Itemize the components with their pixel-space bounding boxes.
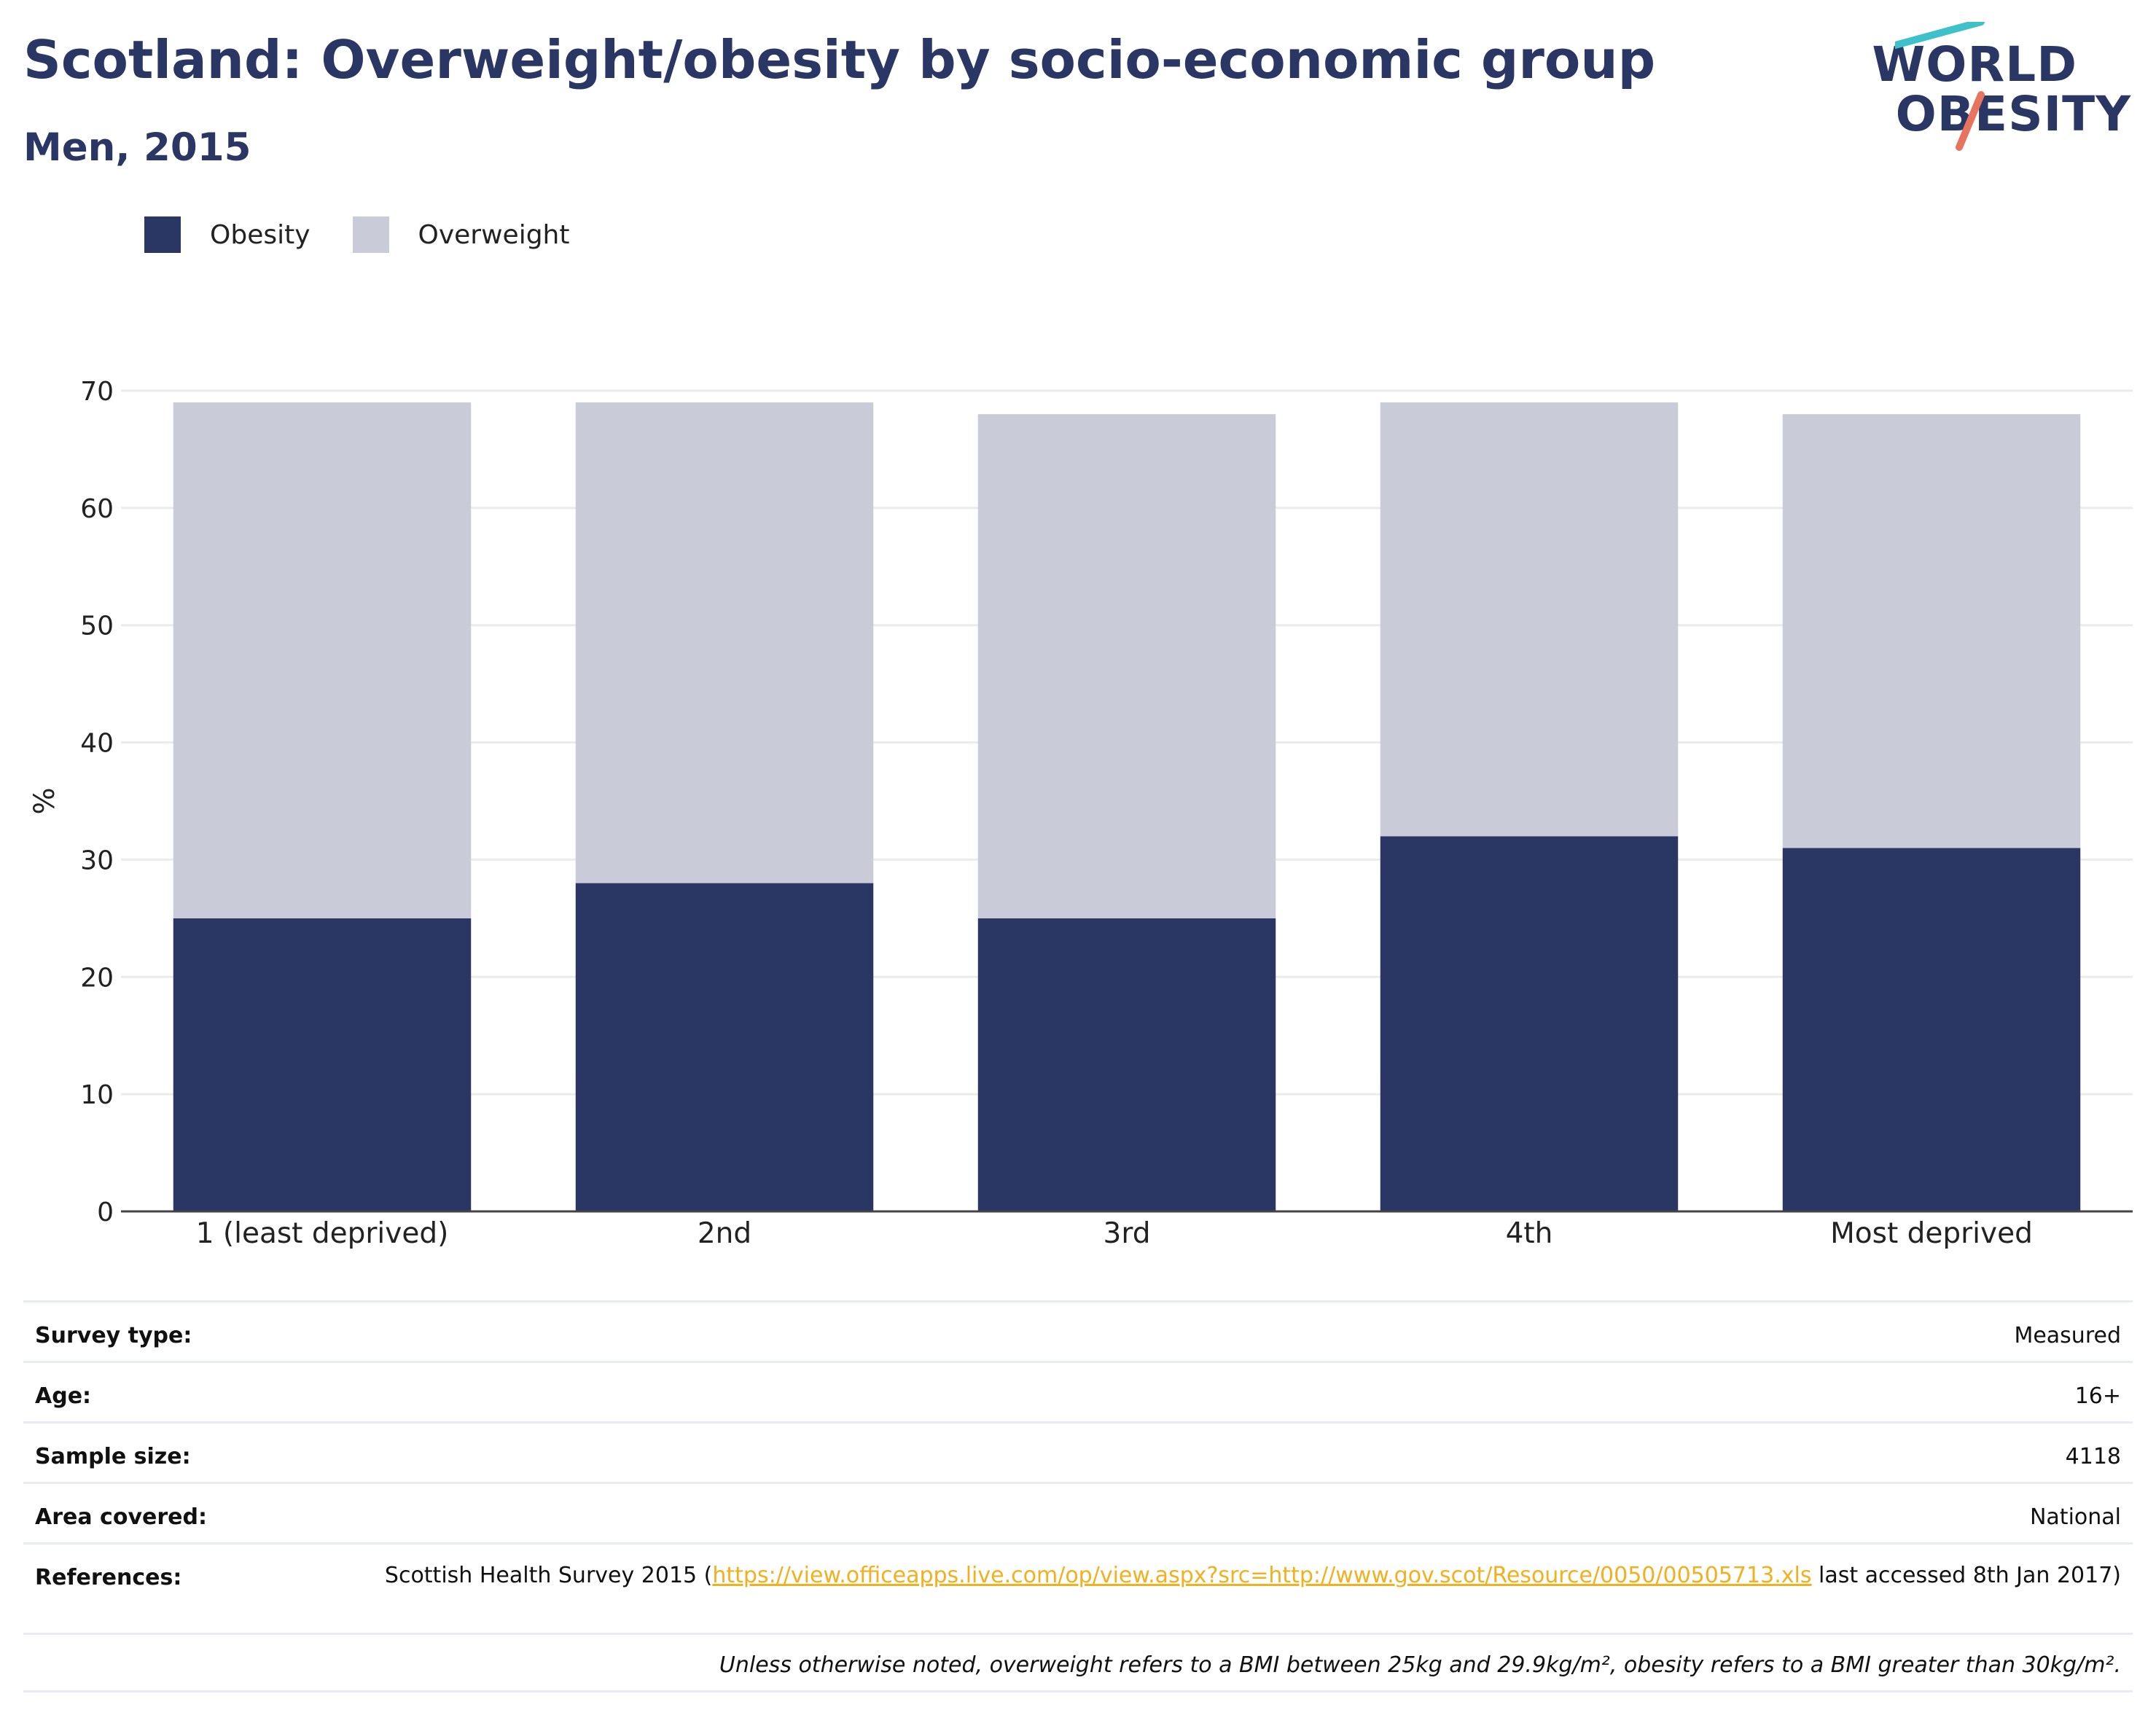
details-row-note: Unless otherwise noted, overweight refer…: [23, 1633, 2133, 1692]
age-value: 16+: [2074, 1383, 2121, 1409]
bar-obesity-4: [1380, 836, 1679, 1211]
bar-overweight-4: [1380, 402, 1679, 837]
world-obesity-logo: WORLD OBESITY: [1872, 22, 2143, 153]
y-tick-label: 20: [80, 963, 114, 993]
logo-slash-icon: [1895, 22, 1985, 151]
y-tick-label: 70: [80, 377, 114, 407]
chart-subtitle: Men, 2015: [23, 125, 251, 170]
logo-line2: OBESITY: [1895, 86, 2131, 142]
bmi-definition-note: Unless otherwise noted, overweight refer…: [719, 1652, 2121, 1678]
area-covered-label: Area covered:: [35, 1504, 207, 1530]
details-row-sample-size: Sample size: 4118: [23, 1421, 2133, 1482]
legend-label-obesity: Obesity: [210, 219, 310, 250]
y-tick-label: 30: [80, 845, 114, 875]
x-category-label: 1 (least deprived): [196, 1217, 449, 1250]
details-row-area-covered: Area covered: National: [23, 1482, 2133, 1542]
details-row-age: Age: 16+: [23, 1361, 2133, 1421]
legend-swatch-obesity: [144, 216, 181, 253]
x-category-label: 3rd: [1104, 1217, 1151, 1250]
sample-size-value: 4118: [2065, 1444, 2121, 1469]
bar-obesity-5: [1782, 848, 2081, 1211]
legend-item-overweight[interactable]: Overweight: [352, 216, 570, 253]
area-covered-value: National: [2029, 1504, 2121, 1530]
references-link[interactable]: https://view.officeapps.live.com/op/view…: [712, 1563, 1812, 1588]
details-row-survey-type: Survey type: Measured: [23, 1300, 2133, 1361]
bar-overweight-2: [575, 402, 874, 883]
references-label: References:: [35, 1565, 182, 1590]
references-suffix: last accessed 8th Jan 2017): [1811, 1563, 2121, 1588]
legend-swatch-overweight: [352, 216, 389, 253]
survey-type-label: Survey type:: [35, 1323, 192, 1348]
stacked-bar-chart: 0 10 20 30 40 50 60 70% 1 (least deprived) 2nd 3rd…: [28, 377, 2133, 1250]
chart-legend: Obesity Overweight: [144, 216, 612, 254]
y-tick-label: 60: [80, 494, 114, 524]
references-value: Scottish Health Survey 2015 (https://vie…: [372, 1561, 2121, 1591]
survey-details-table: Survey type: Measured Age: 16+ Sample si…: [23, 1300, 2133, 1692]
x-category-label: Most deprived: [1830, 1217, 2033, 1250]
details-row-references: References: Scottish Health Survey 2015 …: [23, 1542, 2133, 1633]
x-category-label: 2nd: [698, 1217, 751, 1250]
chart-title: Scotland: Overweight/obesity by socio-ec…: [23, 29, 1656, 90]
legend-label-overweight: Overweight: [418, 219, 570, 250]
y-tick-label: 10: [80, 1080, 114, 1110]
legend-item-obesity[interactable]: Obesity: [144, 216, 310, 253]
y-axis-title: %: [28, 787, 61, 814]
y-tick-label: 40: [80, 729, 114, 759]
bar-overweight-1: [173, 402, 472, 918]
bar-overweight-5: [1782, 414, 2081, 848]
sample-size-label: Sample size:: [35, 1444, 191, 1469]
bar-obesity-2: [575, 883, 874, 1211]
bar-obesity-1: [173, 918, 472, 1211]
y-tick-label: 0: [97, 1198, 114, 1227]
references-prefix: Scottish Health Survey 2015 (: [384, 1563, 713, 1588]
x-category-label: 4th: [1506, 1217, 1553, 1250]
bar-overweight-3: [977, 414, 1276, 918]
survey-type-value: Measured: [2014, 1323, 2121, 1348]
y-tick-label: 50: [80, 612, 114, 641]
bar-obesity-3: [977, 918, 1276, 1211]
age-label: Age:: [35, 1383, 92, 1409]
